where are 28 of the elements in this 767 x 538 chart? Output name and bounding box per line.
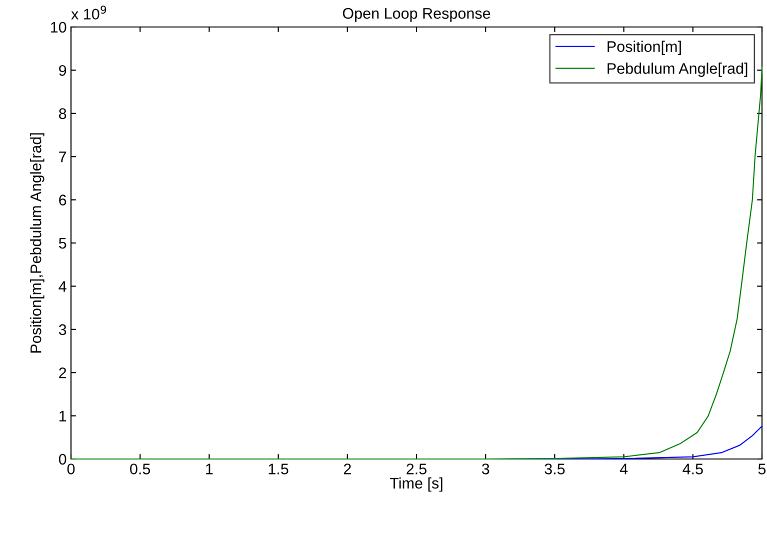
x-tick-label: 3.5 xyxy=(544,464,565,474)
x-axis-title: Time [s] xyxy=(390,477,442,492)
x-tick-label: 3 xyxy=(482,464,490,474)
x-tick-label: 1 xyxy=(206,464,213,474)
x-tick-label: 1.5 xyxy=(268,464,288,474)
y-tick-label: 2 xyxy=(59,367,66,378)
y-axis-title: Position[m],Pebdulum Angle[rad] xyxy=(30,133,44,353)
x-tick-label: 0 xyxy=(67,464,75,474)
y-tick-label: 0 xyxy=(58,454,66,465)
x-tick-label: 4 xyxy=(620,464,628,474)
y-tick-label: 4 xyxy=(58,281,66,292)
y-tick-label: 3 xyxy=(58,324,66,336)
x-tick-label: 2.5 xyxy=(406,464,426,474)
y-tick-label: 5 xyxy=(58,238,66,249)
text: x 10$^{9}$ xyxy=(71,6,106,20)
x-tick-label: 2 xyxy=(344,464,351,474)
y-tick-label: 9 xyxy=(59,65,66,76)
y-tick-label: 6 xyxy=(59,194,66,206)
y-tick-label: 1 xyxy=(60,410,66,422)
x-tick-label: 0.5 xyxy=(130,464,150,474)
x-tick-label: 4.5 xyxy=(682,464,703,474)
y-tick-label: 7 xyxy=(59,152,66,162)
chart-title: Open Loop Response xyxy=(342,8,490,22)
legend-label: Pebdulum Angle[rad] xyxy=(608,62,748,77)
x-tick-label: 5 xyxy=(758,464,766,474)
y-tick-label: 8 xyxy=(59,108,66,120)
y-tick-label: 10 xyxy=(51,22,66,33)
legend-label: Position[m] xyxy=(608,40,681,55)
